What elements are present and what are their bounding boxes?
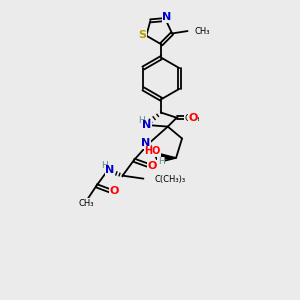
Text: N: N — [142, 120, 152, 130]
Text: HO: HO — [144, 146, 160, 156]
Text: CH₃: CH₃ — [78, 199, 94, 208]
Text: C(CH₃)₃: C(CH₃)₃ — [154, 175, 185, 184]
Text: O: O — [188, 113, 198, 123]
Text: N: N — [141, 138, 150, 148]
Text: CH₃: CH₃ — [194, 27, 210, 36]
Text: S: S — [139, 30, 146, 40]
Text: N: N — [105, 165, 114, 175]
Text: O: O — [110, 186, 119, 196]
Text: H: H — [101, 161, 107, 170]
Text: H: H — [138, 116, 144, 125]
Text: CH₃: CH₃ — [184, 114, 200, 123]
Polygon shape — [158, 153, 176, 159]
Text: N: N — [163, 12, 172, 22]
Text: O: O — [148, 160, 157, 170]
Text: H: H — [158, 157, 165, 166]
